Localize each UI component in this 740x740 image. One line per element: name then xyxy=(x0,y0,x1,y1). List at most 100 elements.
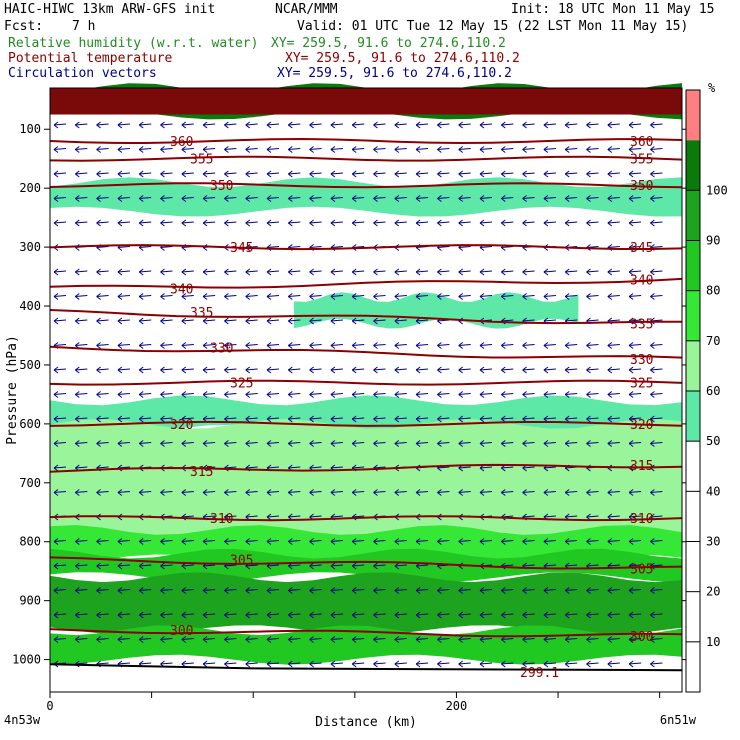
vector-shaft xyxy=(330,246,343,248)
vector-head xyxy=(75,587,80,594)
vector-shaft xyxy=(224,319,237,322)
vector-xy-range: XY= 259.5, 91.6 to 274.6,110.2 xyxy=(277,66,512,81)
vector-shaft xyxy=(309,221,322,224)
vector-head xyxy=(607,170,613,178)
vector-head xyxy=(415,415,421,423)
vector-shaft xyxy=(181,491,194,493)
vector-head xyxy=(224,146,229,153)
vector-head xyxy=(586,219,591,227)
vector-shaft xyxy=(501,270,514,273)
vector-head xyxy=(53,170,59,178)
vector-shaft xyxy=(479,270,493,273)
vector-head xyxy=(479,195,485,202)
vector-head xyxy=(266,415,272,423)
vector-shaft xyxy=(181,638,194,640)
vector-head xyxy=(607,636,613,643)
vector-shaft xyxy=(437,466,450,469)
vector-shaft xyxy=(352,197,365,199)
vector-head xyxy=(458,587,463,594)
vector-shaft xyxy=(96,564,109,567)
vector-shaft xyxy=(416,564,429,567)
vector-shaft xyxy=(309,442,322,444)
init-time: Init: 18 UTC Mon 11 May 15 xyxy=(511,2,715,17)
vector-shaft xyxy=(416,123,429,126)
vector-shaft xyxy=(543,221,556,224)
vector-shaft xyxy=(650,662,663,665)
vector-head xyxy=(437,415,442,423)
vector-shaft xyxy=(245,344,258,346)
vector-head xyxy=(75,440,80,447)
vector-shaft xyxy=(288,197,301,199)
vector-shaft xyxy=(501,589,514,591)
vector-shaft xyxy=(565,344,578,346)
theta-contour-label: 340 xyxy=(630,274,653,289)
vector-shaft xyxy=(501,123,514,126)
vector-head xyxy=(586,440,591,447)
vector-shaft xyxy=(288,295,301,297)
vector-shaft xyxy=(96,123,109,126)
vector-head xyxy=(96,195,101,202)
vector-shaft xyxy=(650,246,663,248)
vector-shaft xyxy=(479,148,493,150)
vector-shaft xyxy=(543,662,556,665)
vector-shaft xyxy=(565,319,578,322)
vector-shaft xyxy=(75,344,88,346)
vector-shaft xyxy=(224,442,237,444)
vector-shaft xyxy=(53,393,67,395)
vector-shaft xyxy=(352,515,365,518)
vector-head xyxy=(351,121,357,129)
theta-contour-line xyxy=(49,155,683,162)
vector-shaft xyxy=(181,613,194,616)
vector-head xyxy=(160,611,165,619)
vector-head xyxy=(181,219,187,227)
vector-shaft xyxy=(181,393,194,395)
vector-head xyxy=(415,219,421,227)
vector-head xyxy=(160,415,165,423)
vector-head xyxy=(224,317,229,325)
vector-shaft xyxy=(309,123,322,126)
theta-contour-line xyxy=(49,628,683,638)
y-tick-label: 1000 xyxy=(12,653,41,667)
vector-head xyxy=(650,146,655,153)
model-title: HAIC-HIWC 13km ARW-GFS init xyxy=(4,2,216,17)
vector-shaft xyxy=(373,540,386,542)
vector-shaft xyxy=(373,123,386,126)
vector-shaft xyxy=(501,540,514,542)
vector-shaft xyxy=(543,564,556,567)
vector-shaft xyxy=(309,344,322,346)
vector-head xyxy=(543,268,549,276)
vector-head xyxy=(288,391,293,398)
vector-head xyxy=(415,611,421,619)
vector-shaft xyxy=(586,344,599,346)
vector-shaft xyxy=(139,368,152,371)
vector-head xyxy=(245,391,250,398)
vector-head xyxy=(266,195,272,202)
vector-shaft xyxy=(96,270,109,273)
vector-shaft xyxy=(330,270,343,273)
vector-shaft xyxy=(543,491,556,493)
vector-head xyxy=(351,146,357,153)
vector-shaft xyxy=(117,638,130,640)
vector-head xyxy=(437,636,442,643)
vector-shaft xyxy=(565,491,578,493)
vector-shaft xyxy=(96,613,109,616)
vector-head xyxy=(394,195,400,202)
vector-shaft xyxy=(629,393,642,395)
vector-shaft xyxy=(139,442,152,444)
vector-head xyxy=(586,293,591,300)
vector-shaft xyxy=(629,270,642,273)
vector-shaft xyxy=(522,491,535,493)
vector-head xyxy=(202,219,208,227)
vector-shaft xyxy=(53,638,67,640)
vector-shaft xyxy=(416,319,429,322)
vector-shaft xyxy=(352,417,365,420)
vector-shaft xyxy=(53,540,67,542)
vector-shaft xyxy=(288,491,301,493)
vector-head xyxy=(564,121,570,129)
vector-shaft xyxy=(501,295,514,297)
colorbar-label: 70 xyxy=(706,334,720,348)
vector-shaft xyxy=(394,491,407,493)
y-tick-label: 700 xyxy=(19,476,41,490)
vector-shaft xyxy=(565,172,578,175)
vector-shaft xyxy=(586,564,599,567)
